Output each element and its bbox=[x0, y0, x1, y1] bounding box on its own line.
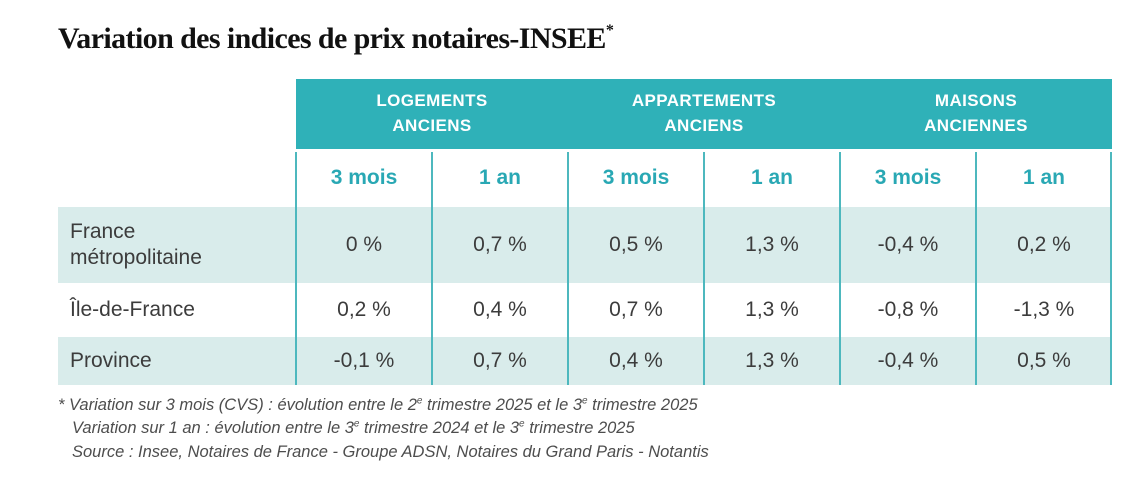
table-cell: 0,5 % bbox=[568, 207, 704, 283]
footnote-asterisk: * bbox=[58, 396, 65, 414]
column-divider bbox=[1110, 152, 1112, 385]
table-cell: 0,7 % bbox=[432, 207, 568, 283]
footnote-text: Variation sur 3 mois (CVS) : évolution e… bbox=[64, 396, 417, 414]
table-cell: 1,3 % bbox=[704, 286, 840, 334]
column-divider bbox=[295, 152, 297, 385]
column-group-logements-anciens: LOGEMENTS ANCIENS bbox=[296, 79, 568, 149]
column-group-label-line2: ANCIENS bbox=[664, 116, 744, 135]
column-group-label-line1: APPARTEMENTS bbox=[631, 91, 777, 111]
footnotes: * Variation sur 3 mois (CVS) : évolution… bbox=[58, 394, 1112, 464]
price-index-table: LOGEMENTS ANCIENS APPARTEMENTS ANCIENS M… bbox=[58, 79, 1112, 385]
footnote-text: Variation sur 1 an : évolution entre le … bbox=[72, 419, 354, 438]
subheader-3-mois: 3 mois bbox=[296, 152, 432, 204]
table-cell: -0,4 % bbox=[840, 337, 976, 385]
footnote-superscript: e bbox=[519, 418, 525, 430]
footnote-superscript: e bbox=[582, 395, 588, 407]
row-label-text: France métropolitaine bbox=[70, 219, 202, 269]
column-group-appartements-anciens: APPARTEMENTS ANCIENS bbox=[568, 79, 840, 149]
page-title-text: Variation des indices de prix notaires-I… bbox=[58, 22, 606, 55]
table-cell: -0,8 % bbox=[840, 286, 976, 334]
footnote-text: trimestre 2024 et le 3 bbox=[359, 419, 520, 438]
footnote-line-2: Variation sur 1 an : évolution entre le … bbox=[58, 417, 1112, 440]
footnote-source: Source : Insee, Notaires de France - Gro… bbox=[72, 442, 709, 461]
subheader-3-mois: 3 mois bbox=[568, 152, 704, 204]
table-corner-spacer bbox=[58, 79, 296, 149]
column-group-label-line2: ANCIENNES bbox=[924, 116, 1028, 135]
page-title: Variation des indices de prix notaires-I… bbox=[58, 22, 1112, 55]
table-cell: 0,4 % bbox=[568, 337, 704, 385]
column-divider bbox=[431, 152, 433, 385]
column-group-label-line1: MAISONS bbox=[934, 91, 1018, 111]
table-cell: -1,3 % bbox=[976, 286, 1112, 334]
table-cell: -0,1 % bbox=[296, 337, 432, 385]
row-label-text: Île-de-France bbox=[70, 297, 195, 321]
page-title-asterisk: * bbox=[605, 22, 614, 39]
column-divider bbox=[567, 152, 569, 385]
subheader-3-mois: 3 mois bbox=[840, 152, 976, 204]
footnote-text: trimestre 2025 et le 3 bbox=[422, 396, 583, 414]
table-cell: 0,4 % bbox=[432, 286, 568, 334]
table-cell: 0,7 % bbox=[432, 337, 568, 385]
table-cell: 0,2 % bbox=[296, 286, 432, 334]
row-label-province: Province bbox=[58, 337, 296, 385]
footnote-line-1: * Variation sur 3 mois (CVS) : évolution… bbox=[58, 394, 1112, 417]
table-cell: 0 % bbox=[296, 207, 432, 283]
row-label-text: Province bbox=[70, 348, 152, 372]
row-label-ile-de-france: Île-de-France bbox=[58, 286, 296, 334]
footnote-superscript: e bbox=[353, 418, 360, 430]
table-cell: 0,2 % bbox=[976, 207, 1112, 283]
column-group-label-line1: LOGEMENTS bbox=[376, 91, 488, 111]
row-label-france-metropolitaine: France métropolitaine bbox=[58, 207, 296, 283]
column-divider bbox=[703, 152, 705, 385]
subheader-1-an: 1 an bbox=[704, 152, 840, 204]
table-cell: 0,7 % bbox=[568, 286, 704, 334]
infographic: Variation des indices de prix notaires-I… bbox=[58, 22, 1112, 464]
table-cell: 0,5 % bbox=[976, 337, 1112, 385]
footnote-text: trimestre 2025 bbox=[587, 396, 698, 414]
footnote-text: trimestre 2025 bbox=[524, 419, 635, 438]
column-group-maisons-anciennes: MAISONS ANCIENNES bbox=[840, 79, 1112, 149]
table-cell: 1,3 % bbox=[704, 337, 840, 385]
table-cell: 1,3 % bbox=[704, 207, 840, 283]
subheader-1-an: 1 an bbox=[432, 152, 568, 204]
column-group-label-line2: ANCIENS bbox=[392, 116, 472, 135]
column-divider bbox=[975, 152, 977, 385]
subheader-spacer bbox=[58, 152, 296, 204]
column-divider bbox=[839, 152, 841, 385]
subheader-1-an: 1 an bbox=[976, 152, 1112, 204]
table-cell: -0,4 % bbox=[840, 207, 976, 283]
footnote-superscript: e bbox=[416, 395, 423, 407]
